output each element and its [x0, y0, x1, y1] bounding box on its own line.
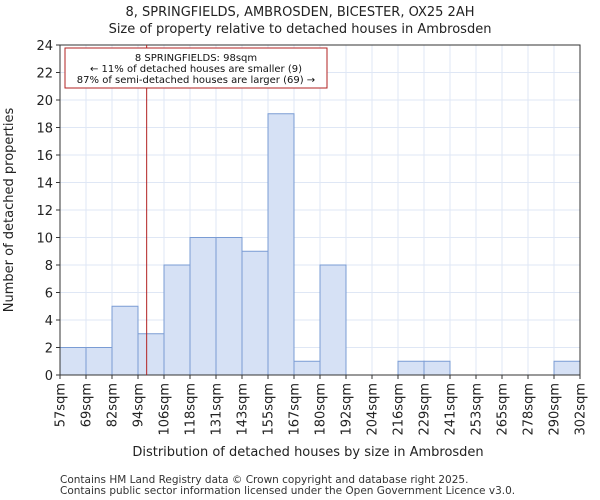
x-axis: 57sqm 69sqm 82sqm 94sqm 106sqm 118sqm 131sqm 14… [54, 375, 589, 436]
x-tick-label-0: 57sqm [54, 383, 69, 427]
y-tick-label-12: 24 [36, 39, 53, 54]
x-tick-label-18: 278sqm [522, 383, 537, 436]
y-tick-label-7: 14 [36, 177, 53, 192]
x-tick-label-12: 204sqm [366, 383, 381, 436]
y-tick-label-5: 10 [36, 232, 53, 247]
bar-8 [267, 113, 295, 376]
footer-line-2: Contains public sector information licen… [60, 485, 515, 497]
bar-13 [397, 360, 425, 376]
x-tick-label-1: 69sqm [80, 383, 95, 427]
x-tick-label-17: 265sqm [496, 383, 511, 436]
y-tick-label-6: 12 [36, 204, 53, 219]
annotation-box [64, 47, 328, 89]
bar-5 [189, 237, 217, 376]
bar-6 [215, 237, 243, 376]
bar-3 [137, 333, 165, 376]
x-tick-label-20: 302sqm [574, 383, 589, 436]
bar-10 [319, 264, 347, 376]
y-tick-label-9: 18 [36, 122, 53, 137]
x-tick-label-7: 143sqm [236, 383, 251, 436]
y-tick-label-8: 16 [36, 149, 53, 164]
x-tick-label-2: 82sqm [106, 383, 121, 427]
bar-4 [163, 264, 191, 376]
y-tick-label-3: 6 [45, 287, 53, 302]
annotation-line-3: 87% of semi-detached houses are larger (… [77, 75, 315, 86]
x-tick-label-11: 192sqm [340, 383, 355, 436]
x-tick-label-15: 241sqm [444, 383, 459, 436]
x-tick-label-10: 180sqm [314, 383, 329, 436]
x-tick-label-19: 290sqm [548, 383, 563, 436]
bar-1 [85, 347, 113, 376]
x-tick-label-14: 229sqm [418, 383, 433, 436]
x-tick-label-8: 155sqm [262, 383, 277, 436]
x-tick-label-9: 167sqm [288, 383, 303, 436]
x-tick-label-13: 216sqm [392, 383, 407, 436]
y-tick-label-11: 22 [36, 67, 53, 82]
x-tick-label-4: 106sqm [158, 383, 173, 436]
chart-title: 8, SPRINGFIELDS, AMBROSDEN, BICESTER, OX… [125, 5, 474, 20]
bar-0 [59, 347, 87, 376]
footer-line-1: Contains HM Land Registry data © Crown c… [60, 474, 468, 486]
bar-2 [111, 305, 139, 376]
x-tick-label-3: 94sqm [132, 383, 147, 427]
x-axis-label: Distribution of detached houses by size … [132, 445, 483, 460]
y-tick-label-10: 20 [36, 94, 53, 109]
y-tick-label-4: 8 [45, 259, 53, 274]
chart-subtitle: Size of property relative to detached ho… [109, 22, 492, 37]
annotation-line-1: 8 SPRINGFIELDS: 98sqm [135, 53, 257, 64]
y-tick-label-0: 0 [45, 369, 53, 384]
x-tick-label-5: 118sqm [184, 383, 199, 436]
annotation-line-2: ← 11% of detached houses are smaller (9) [90, 64, 302, 75]
bar-19 [553, 360, 581, 376]
y-axis-label: Number of detached properties [2, 108, 17, 313]
y-tick-label-1: 2 [45, 342, 53, 357]
bars [59, 113, 581, 376]
x-tick-label-6: 131sqm [210, 383, 225, 436]
bar-7 [241, 250, 269, 376]
y-tick-label-2: 4 [45, 314, 53, 329]
x-tick-label-16: 253sqm [470, 383, 485, 436]
bar-14 [423, 360, 451, 376]
bar-9 [293, 360, 321, 376]
